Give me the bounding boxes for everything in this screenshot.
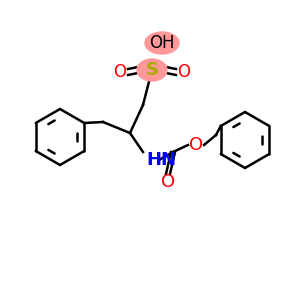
Text: HN: HN — [146, 151, 176, 169]
Text: O: O — [161, 173, 175, 191]
Text: O: O — [178, 63, 190, 81]
Ellipse shape — [145, 32, 179, 54]
Text: OH: OH — [149, 34, 175, 52]
Ellipse shape — [137, 59, 167, 81]
Text: S: S — [146, 61, 158, 79]
Text: O: O — [189, 136, 203, 154]
Text: O: O — [113, 63, 127, 81]
